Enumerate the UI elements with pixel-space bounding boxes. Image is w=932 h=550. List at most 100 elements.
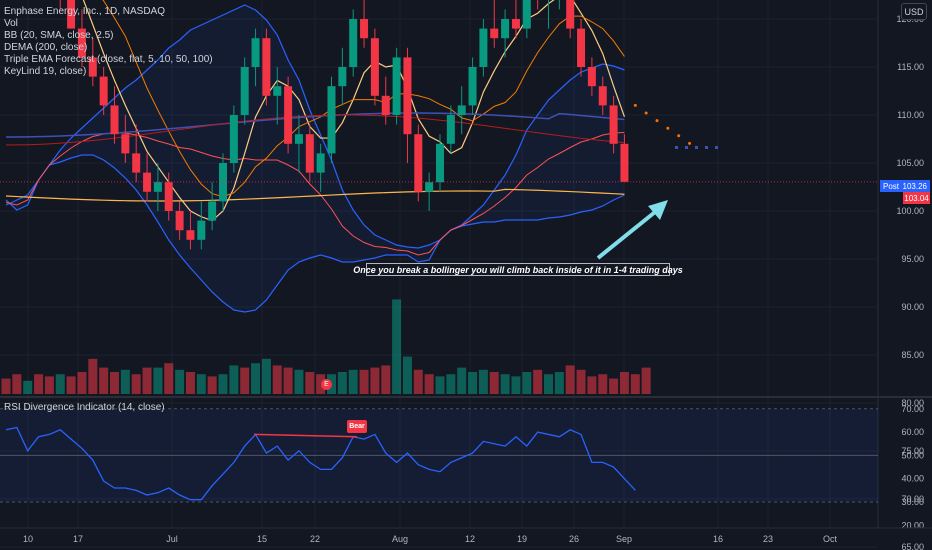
volume-bar <box>44 376 54 394</box>
volume-bar <box>457 367 467 394</box>
time-tick-label: 17 <box>73 534 83 544</box>
indicator-keylind[interactable]: KeyLind 19, close) <box>4 66 87 77</box>
candle-body <box>587 67 596 87</box>
candle-body <box>360 19 369 39</box>
candle-body <box>414 134 423 192</box>
volume-bar <box>609 378 619 394</box>
volume-bar <box>478 369 488 394</box>
volume-bar <box>554 372 564 394</box>
volume-bar <box>305 372 315 394</box>
forecast-dot <box>677 134 681 138</box>
volume-bar <box>261 358 271 394</box>
volume-bar <box>1 378 11 394</box>
candle-body <box>294 134 303 144</box>
forecast-dot <box>688 141 692 145</box>
candle-body <box>251 38 260 67</box>
price-tick-label: 90.00 <box>901 302 924 312</box>
candle-body <box>327 86 336 154</box>
volume-bar <box>522 372 532 394</box>
price-axis[interactable]: 135.00130.00125.00120.00115.00110.00105.… <box>896 0 924 550</box>
forecast-mark-blue <box>685 146 688 149</box>
indicator-vol[interactable]: Vol <box>4 18 18 29</box>
volume-bar <box>500 374 510 394</box>
volume-bar <box>446 374 456 394</box>
time-tick-label: Sep <box>616 534 632 544</box>
volume-bar <box>435 376 445 394</box>
time-tick-label: 16 <box>713 534 723 544</box>
candle-body <box>598 86 607 106</box>
volume-bar <box>66 376 76 394</box>
candle-body <box>370 38 379 96</box>
bear-divergence-badge[interactable]: Bear <box>347 420 367 433</box>
bear-divergence-line <box>253 433 358 438</box>
price-tick-label: 105.00 <box>896 158 924 168</box>
volume-bar <box>34 374 44 394</box>
candle-body <box>522 0 531 29</box>
price-tick-label: 95.00 <box>901 254 924 264</box>
candle-body <box>566 0 575 29</box>
price-tick-label: 115.00 <box>897 62 924 72</box>
earnings-badge[interactable]: E <box>321 379 332 390</box>
candle-body <box>436 143 444 183</box>
forecast-dot <box>644 111 648 115</box>
volume-bar <box>185 372 195 394</box>
volume-bar <box>153 367 163 394</box>
forecast-dot <box>633 103 637 107</box>
candle-body <box>490 28 499 39</box>
candle-body <box>392 57 401 115</box>
indicator-bb[interactable]: BB (20, SMA, close, 2.5) <box>4 30 114 41</box>
rsi-tick-label: 60.00 <box>901 427 924 437</box>
volume-bar <box>131 374 141 394</box>
volume-bar <box>251 363 261 394</box>
rsi-tick-label: 50.00 <box>901 450 924 460</box>
price-tick-label: 65.00 <box>901 542 924 550</box>
volume-bar <box>359 369 369 394</box>
candle-body <box>88 57 97 77</box>
arrow-shaft <box>596 206 662 260</box>
volume-bar <box>468 372 478 394</box>
candle-body <box>153 182 162 192</box>
time-axis[interactable]: 10 17 Jul 15 22 Aug 12 19 26 Sep 16 23 Oct <box>0 527 932 544</box>
currency-button[interactable]: USD <box>901 3 927 20</box>
candle-body <box>164 182 173 211</box>
forecast-mark-blue <box>695 146 698 149</box>
candle-body <box>132 153 141 173</box>
candle-body <box>305 134 314 173</box>
ema-slow-line <box>5 112 625 138</box>
rsi-line <box>5 426 636 501</box>
last-price-tag: 103.04 <box>903 192 930 204</box>
time-tick-label: 15 <box>257 534 267 544</box>
time-tick-label: 22 <box>310 534 320 544</box>
candle-body <box>273 86 282 96</box>
indicator-legend: Enphase Energy, Inc., 1D, NASDAQ Vol BB … <box>4 6 213 78</box>
volume-bar <box>12 374 22 394</box>
time-tick-label: Oct <box>823 534 838 544</box>
volume-bar <box>120 369 130 394</box>
candle-body <box>186 230 195 240</box>
rsi-title[interactable]: RSI Divergence Indicator (14, close) <box>4 402 165 413</box>
volume-bar <box>316 374 326 394</box>
candle-body <box>175 211 184 231</box>
candle-body <box>262 38 271 96</box>
volume-bar <box>630 374 640 394</box>
volume-bar <box>511 376 521 394</box>
candle-body <box>110 105 119 135</box>
volume-bar <box>424 374 434 394</box>
volume-bar <box>413 369 423 394</box>
indicator-tema[interactable]: Triple EMA Forecast (close, flat, 5, 10,… <box>4 54 213 65</box>
volume-bar <box>392 299 402 394</box>
candle-body <box>457 105 466 115</box>
candle-body <box>284 86 293 144</box>
volume-bar <box>207 376 217 394</box>
forecast-mark-blue <box>715 146 718 149</box>
volume-bar <box>175 369 185 394</box>
candle-body <box>197 220 206 240</box>
volume-bar <box>402 356 412 394</box>
time-tick-label: 12 <box>465 534 475 544</box>
forecast-dots <box>633 103 718 149</box>
chart-title[interactable]: Enphase Energy, Inc., 1D, NASDAQ <box>4 6 166 17</box>
indicator-dema[interactable]: DEMA (200, close) <box>4 42 88 53</box>
candle-body <box>99 76 108 106</box>
time-tick-label: 23 <box>763 534 773 544</box>
